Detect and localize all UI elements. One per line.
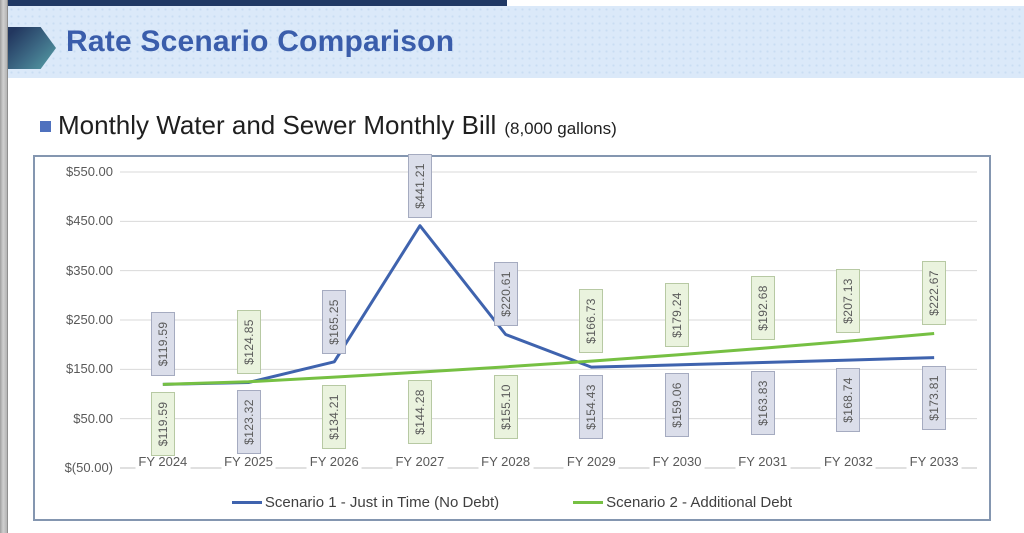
legend-item-scenario-1: Scenario 1 - Just in Time (No Debt): [231, 493, 500, 511]
y-axis-tick-label: $50.00: [73, 410, 113, 426]
chart-legend: Scenario 1 - Just in Time (No Debt) Scen…: [35, 491, 989, 513]
scenario-2-line-swatch: [573, 500, 604, 504]
data-label-value: $441.21: [412, 162, 427, 209]
data-label-scenario-1: $163.83: [750, 370, 775, 435]
data-label-scenario-1: $173.81: [922, 365, 947, 430]
x-axis-category-label: FY 2032: [820, 453, 876, 470]
x-axis-category-label: FY 2033: [906, 453, 962, 470]
data-label-value: $222.67: [927, 270, 942, 317]
y-axis-tick-label: $250.00: [66, 312, 113, 327]
data-label-scenario-1: $119.59: [150, 312, 175, 377]
series-line-scenario-2: [162, 331, 935, 386]
slide-header: Rate Scenario Comparison: [8, 6, 1024, 78]
window-edge-strip: [0, 0, 8, 533]
chart-heading-note: (8,000 gallons): [504, 119, 617, 138]
line-chart-canvas: [120, 171, 977, 469]
data-label-scenario-2: $207.13: [836, 269, 861, 334]
data-label-value: $134.21: [327, 394, 342, 440]
data-label-scenario-2: $124.85: [236, 309, 261, 374]
data-label-value: $168.74: [841, 377, 856, 423]
square-bullet-icon: [40, 121, 51, 132]
legend-label-scenario-2: Scenario 2 - Additional Debt: [606, 493, 793, 511]
data-label-scenario-2: $166.73: [579, 289, 604, 354]
legend-label-scenario-1: Scenario 1 - Just in Time (No Debt): [264, 493, 500, 511]
data-label-scenario-2: $119.59: [150, 392, 175, 457]
data-label-scenario-2: $155.10: [493, 374, 518, 439]
data-label-value: $155.10: [498, 384, 513, 430]
plot-area: Scenario 1 - Just in Time (No Debt) Scen…: [35, 153, 989, 519]
y-axis-tick-label: $150.00: [66, 361, 113, 377]
series-line-scenario-1: [162, 224, 935, 386]
data-label-value: $124.85: [241, 318, 256, 365]
y-axis-tick-label: $550.00: [66, 164, 113, 179]
data-label-value: $192.68: [755, 285, 770, 332]
data-label-scenario-1: $441.21: [407, 153, 432, 218]
data-label-value: $220.61: [498, 271, 513, 318]
data-label-scenario-1: $220.61: [493, 262, 518, 327]
data-label-scenario-2: $222.67: [922, 261, 947, 326]
x-axis-category-label: FY 2029: [563, 453, 619, 470]
data-label-scenario-1: $123.32: [236, 390, 261, 455]
y-axis-tick-label: $(50.00): [64, 460, 113, 475]
x-axis-category-label: FY 2026: [306, 453, 362, 470]
data-label-scenario-1: $154.43: [579, 375, 604, 440]
data-label-value: $154.43: [584, 384, 599, 430]
x-axis-category-label: FY 2031: [735, 453, 791, 470]
rate-comparison-chart: Scenario 1 - Just in Time (No Debt) Scen…: [33, 153, 991, 521]
legend-item-scenario-2: Scenario 2 - Additional Debt: [573, 494, 792, 511]
x-axis-category-label: FY 2028: [478, 453, 534, 470]
data-label-scenario-1: $159.06: [665, 372, 690, 437]
chart-heading: Monthly Water and Sewer Monthly Bill (8,…: [40, 110, 617, 141]
data-label-value: $119.59: [155, 322, 170, 367]
data-label-value: $165.25: [327, 299, 342, 345]
x-axis-category-label: FY 2030: [649, 453, 705, 470]
data-label-value: $207.13: [841, 278, 856, 324]
header-arrow-icon: [8, 27, 56, 69]
data-label-value: $179.24: [670, 292, 685, 338]
data-label-value: $123.32: [241, 399, 256, 446]
page-title: Rate Scenario Comparison: [66, 25, 455, 58]
data-label-value: $163.83: [755, 379, 770, 426]
y-axis-tick-label: $350.00: [66, 262, 113, 278]
scenario-1-line-swatch: [231, 500, 262, 504]
data-label-scenario-2: $192.68: [750, 276, 775, 341]
header-accent-line: [8, 0, 507, 6]
data-label-value: $166.73: [584, 298, 599, 344]
chart-heading-text: Monthly Water and Sewer Monthly Bill: [58, 110, 497, 140]
data-label-scenario-2: $179.24: [665, 282, 690, 347]
x-axis-category-label: FY 2025: [221, 453, 277, 470]
data-label-value: $119.59: [155, 402, 170, 447]
x-axis-category-label: FY 2027: [392, 453, 448, 470]
y-axis-tick-label: $450.00: [66, 213, 113, 229]
data-label-value: $144.28: [412, 389, 427, 435]
data-label-value: $159.06: [670, 382, 685, 428]
data-label-scenario-2: $144.28: [407, 380, 432, 445]
data-label-scenario-1: $165.25: [322, 289, 347, 354]
data-label-scenario-2: $134.21: [322, 385, 347, 450]
data-label-scenario-1: $168.74: [836, 368, 861, 433]
data-label-value: $173.81: [927, 374, 942, 421]
x-axis-category-label: FY 2024: [135, 453, 191, 470]
